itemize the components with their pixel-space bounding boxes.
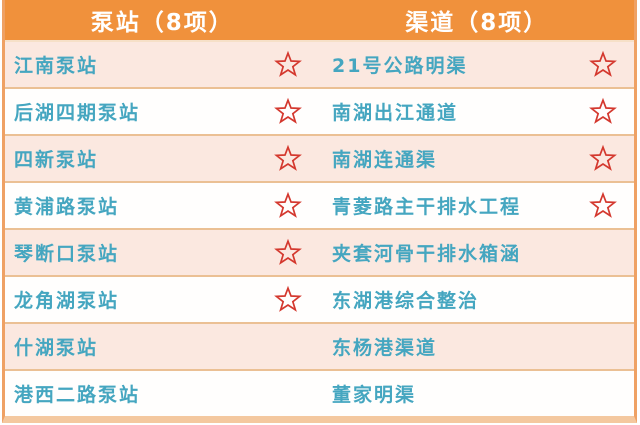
channel-cell: 董家明渠 (318, 380, 572, 407)
star-icon (589, 191, 617, 218)
channel-name: 东湖港综合整治 (332, 290, 480, 312)
channel-cell: 21号公路明渠 (318, 51, 572, 78)
table-row: 黄浦路泵站 青菱路主干排水工程 (5, 181, 634, 228)
star-icon (274, 144, 302, 171)
star-icon (274, 97, 302, 124)
channel-name: 东杨港渠道 (332, 337, 438, 359)
channel-star-slot (572, 371, 634, 416)
pump-star-slot (258, 42, 318, 87)
header-pump-stations: 泵站（8项） (90, 10, 234, 36)
pump-star-slot (258, 230, 318, 275)
channel-cell: 南湖连通渠 (318, 145, 572, 172)
channel-star-slot (572, 89, 634, 134)
pump-star-slot (258, 89, 318, 134)
pump-station-name: 什湖泵站 (14, 337, 99, 359)
star-icon (589, 144, 617, 171)
pump-station-cell: 江南泵站 (5, 51, 258, 78)
header-channels: 渠道（8项） (405, 10, 549, 36)
table-row: 四新泵站 南湖连通渠 (5, 134, 634, 181)
pump-star-slot (258, 371, 318, 416)
pump-station-name: 后湖四期泵站 (14, 102, 141, 124)
channel-name: 青菱路主干排水工程 (332, 196, 522, 218)
table-row: 后湖四期泵站 南湖出江通道 (5, 87, 634, 134)
pump-station-name: 琴断口泵站 (14, 243, 120, 265)
pump-star-slot (258, 277, 318, 322)
table-row: 琴断口泵站 夹套河骨干排水箱涵 (5, 228, 634, 275)
channel-cell: 夹套河骨干排水箱涵 (318, 239, 572, 266)
channel-name: 南湖出江通道 (332, 102, 459, 124)
star-icon (274, 285, 302, 312)
pump-station-cell: 什湖泵站 (5, 333, 258, 360)
channel-star-slot (572, 136, 634, 181)
channel-cell: 东杨港渠道 (318, 333, 572, 360)
table-header: 泵站（8项） 渠道（8项） (5, 0, 634, 40)
table-row: 港西二路泵站 董家明渠 (5, 369, 634, 416)
table-body: 江南泵站 21号公路明渠 后湖四期泵站 南湖出江通道 (5, 40, 634, 416)
table-row: 龙角湖泵站 东湖港综合整治 (5, 275, 634, 322)
pump-station-name: 黄浦路泵站 (14, 196, 120, 218)
star-icon (274, 50, 302, 77)
channel-star-slot (572, 277, 634, 322)
channel-cell: 东湖港综合整治 (318, 286, 572, 313)
pump-station-name: 四新泵站 (14, 149, 99, 171)
pump-star-slot (258, 324, 318, 369)
channel-name: 21号公路明渠 (332, 55, 468, 77)
channel-name: 夹套河骨干排水箱涵 (332, 243, 522, 265)
star-icon (274, 191, 302, 218)
pump-station-cell: 港西二路泵站 (5, 380, 258, 407)
pump-star-slot (258, 136, 318, 181)
channel-cell: 青菱路主干排水工程 (318, 192, 572, 219)
pump-station-name: 港西二路泵站 (14, 384, 141, 406)
pump-station-cell: 琴断口泵站 (5, 239, 258, 266)
pump-station-cell: 龙角湖泵站 (5, 286, 258, 313)
channel-star-slot (572, 324, 634, 369)
table-row: 什湖泵站 东杨港渠道 (5, 322, 634, 369)
pump-station-cell: 黄浦路泵站 (5, 192, 258, 219)
pump-station-name: 江南泵站 (14, 55, 99, 77)
table-row: 江南泵站 21号公路明渠 (5, 40, 634, 87)
channel-cell: 南湖出江通道 (318, 98, 572, 125)
pump-station-name: 龙角湖泵站 (14, 290, 120, 312)
pump-station-cell: 四新泵站 (5, 145, 258, 172)
channel-star-slot (572, 183, 634, 228)
channel-name: 董家明渠 (332, 384, 417, 406)
channel-star-slot (572, 42, 634, 87)
pump-station-cell: 后湖四期泵站 (5, 98, 258, 125)
channel-name: 南湖连通渠 (332, 149, 438, 171)
star-icon (274, 238, 302, 265)
pump-star-slot (258, 183, 318, 228)
channel-star-slot (572, 230, 634, 275)
star-icon (589, 97, 617, 124)
star-icon (589, 50, 617, 77)
